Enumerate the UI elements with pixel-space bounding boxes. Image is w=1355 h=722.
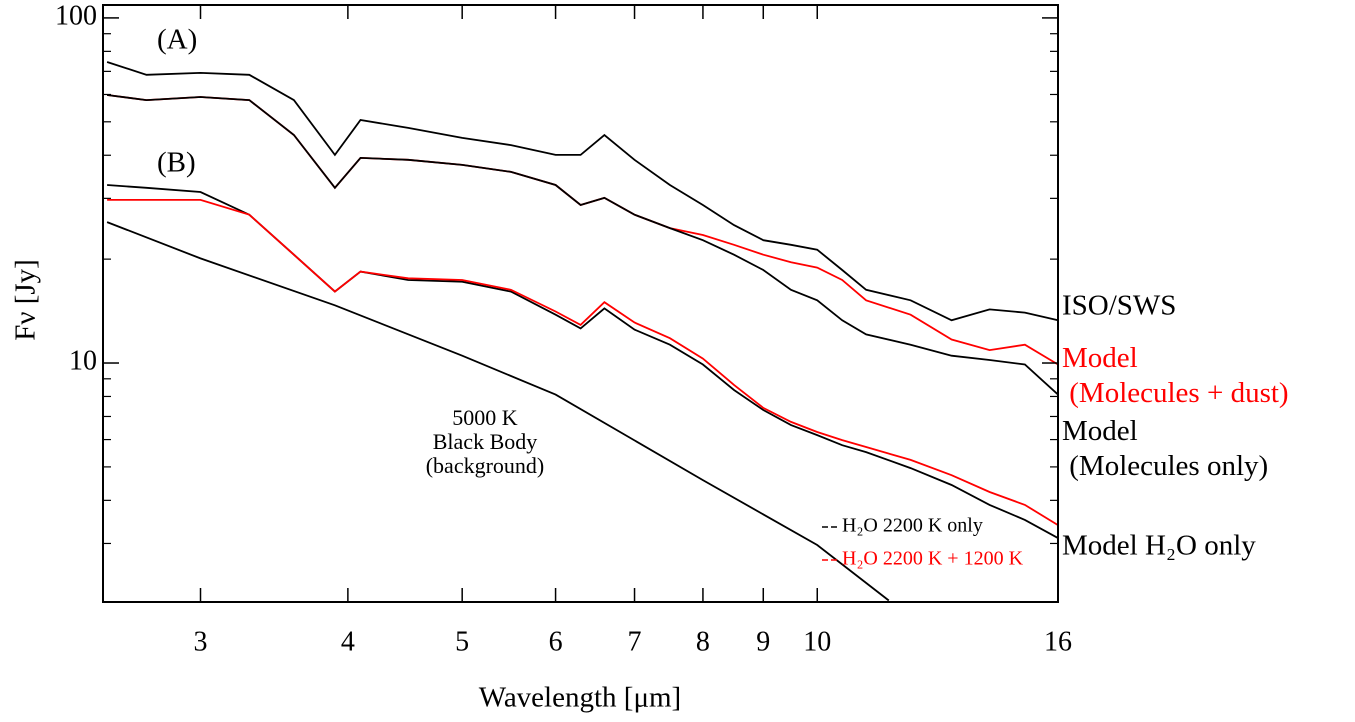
annotation: (B) [157, 147, 196, 179]
legend-label: H₂O 2200 K only [842, 515, 983, 537]
x-tick-label: 7 [628, 626, 642, 657]
series-label: Model (Molecules + dust) [1062, 342, 1289, 409]
x-tick-label: 6 [549, 626, 563, 657]
series-label: Model (Molecules only) [1062, 415, 1268, 482]
annotation: (A) [157, 24, 197, 56]
x-tick-label: 4 [341, 626, 355, 657]
series-line [106, 61, 1059, 322]
series-label: ISO/SWS [1062, 290, 1176, 322]
plot-frame [102, 4, 1059, 603]
y-axis-label: Fν [Jy] [10, 259, 42, 341]
x-tick-label: 16 [1044, 626, 1072, 657]
series-line [107, 199, 1059, 526]
x-tick-label: 10 [803, 626, 831, 657]
series-line [106, 94, 1059, 396]
series-label: 5000 K Black Body (background) [426, 405, 545, 478]
x-tick-label: 5 [455, 626, 469, 657]
y-tick-label: 100 [55, 0, 97, 31]
x-tick-label: 8 [696, 626, 710, 657]
x-tick-label: 9 [756, 626, 770, 657]
y-tick-label: 10 [69, 345, 97, 376]
legend-label: H₂O 2200 K + 1200 K [842, 548, 1024, 570]
series-line [107, 184, 1059, 539]
x-tick-label: 3 [194, 626, 208, 657]
series-line [106, 221, 890, 602]
annotation: Model H₂O only [1062, 530, 1256, 562]
x-axis-label: Wavelength [μm] [479, 682, 681, 714]
